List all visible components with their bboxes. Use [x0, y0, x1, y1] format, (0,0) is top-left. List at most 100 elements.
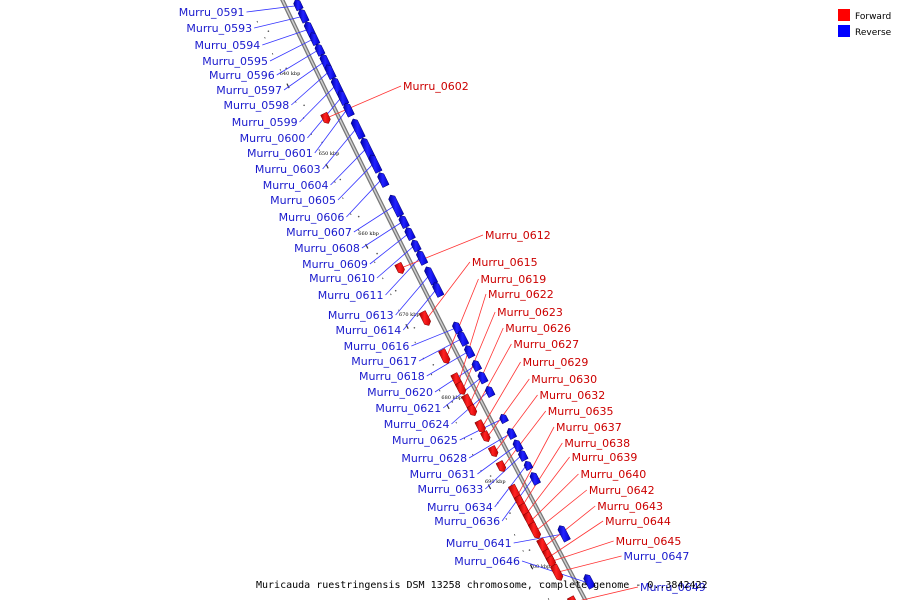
gene-label-murru-0598[interactable]: Murru_0598: [224, 99, 290, 112]
gene-label-murru-0599[interactable]: Murru_0599: [232, 116, 298, 129]
gene-murru-0625[interactable]: [499, 413, 509, 425]
gene-murru-0631[interactable]: [512, 439, 524, 453]
gene-label-murru-0630[interactable]: Murru_0630: [531, 373, 597, 386]
gene-label-murru-0591[interactable]: Murru_0591: [179, 6, 245, 19]
gene-murru-0593[interactable]: [297, 8, 310, 24]
gene-label-murru-0611[interactable]: Murru_0611: [318, 289, 384, 302]
gene-murru-0603[interactable]: [350, 118, 366, 140]
gene-label-murru-0606[interactable]: Murru_0606: [279, 211, 345, 224]
gene-murru-0621[interactable]: [477, 371, 489, 385]
gene-murru-0635[interactable]: [495, 460, 507, 472]
gene-label-murru-0633[interactable]: Murru_0633: [418, 483, 484, 496]
gene-murru-0595[interactable]: [309, 32, 321, 47]
gene-label-murru-0639[interactable]: Murru_0639: [572, 451, 638, 464]
gene-label-murru-0603[interactable]: Murru_0603: [255, 163, 321, 176]
gene-label-murru-0638[interactable]: Murru_0638: [564, 437, 630, 450]
gene-label-murru-0628[interactable]: Murru_0628: [401, 452, 467, 465]
gene-murru-0611[interactable]: [416, 250, 429, 266]
gene-murru-0616[interactable]: [452, 321, 463, 335]
gene-murru-0641[interactable]: [557, 525, 571, 543]
gene-murru-0633[interactable]: [518, 449, 529, 462]
gene-label-murru-0634[interactable]: Murru_0634: [427, 501, 493, 514]
gene-murru-0602[interactable]: [320, 111, 331, 124]
gene-murru-0609[interactable]: [404, 227, 416, 242]
gene-label-murru-0614[interactable]: Murru_0614: [335, 324, 401, 337]
gene-label-murru-0642[interactable]: Murru_0642: [589, 484, 655, 497]
gene-label-murru-0631[interactable]: Murru_0631: [410, 468, 476, 481]
gene-label-murru-0617[interactable]: Murru_0617: [351, 355, 417, 368]
gene-murru-0620[interactable]: [471, 360, 483, 373]
gene-murru-0591[interactable]: [293, 0, 304, 12]
gene-label-murru-0618[interactable]: Murru_0618: [359, 370, 425, 383]
gene-label-murru-0595[interactable]: Murru_0595: [202, 55, 268, 68]
gene-label-murru-0635[interactable]: Murru_0635: [548, 405, 614, 418]
gene-murru-0629[interactable]: [474, 419, 486, 433]
gene-label-murru-0596[interactable]: Murru_0596: [209, 69, 275, 82]
gene-murru-0606[interactable]: [377, 172, 390, 188]
gene-label-murru-0619[interactable]: Murru_0619: [480, 273, 546, 286]
gene-murru-0646[interactable]: [583, 574, 596, 590]
gene-label-murru-0604[interactable]: Murru_0604: [263, 179, 329, 192]
gene-label-murru-0593[interactable]: Murru_0593: [186, 22, 252, 35]
gene-label-murru-0597[interactable]: Murru_0597: [216, 84, 282, 97]
gene-murru-0624[interactable]: [484, 386, 496, 399]
gene-murru-0614[interactable]: [432, 282, 445, 298]
gene-label-murru-0605[interactable]: Murru_0605: [270, 194, 336, 207]
gene-label-murru-0612[interactable]: Murru_0612: [485, 229, 551, 242]
gene-label-murru-0621[interactable]: Murru_0621: [375, 402, 441, 415]
gene-murru-0607[interactable]: [388, 194, 405, 218]
gene-label-murru-0626[interactable]: Murru_0626: [505, 322, 571, 335]
gene-murru-0605[interactable]: [368, 154, 383, 174]
gene-murru-0628[interactable]: [506, 428, 518, 440]
gene-murru-0610[interactable]: [410, 239, 422, 253]
gene-label-murru-0640[interactable]: Murru_0640: [580, 468, 646, 481]
gene-murru-0623[interactable]: [454, 381, 467, 395]
gene-murru-0612[interactable]: [394, 261, 405, 274]
gene-label-murru-0632[interactable]: Murru_0632: [540, 389, 606, 402]
gene-murru-0618[interactable]: [464, 345, 476, 359]
gene-label-murru-0602[interactable]: Murru_0602: [403, 80, 469, 93]
gene-murru-0630[interactable]: [480, 430, 491, 442]
gene-label-murru-0646[interactable]: Murru_0646: [454, 555, 520, 568]
gene-murru-0600[interactable]: [337, 90, 350, 107]
gene-murru-0601[interactable]: [343, 102, 355, 118]
gene-label-murru-0644[interactable]: Murru_0644: [605, 515, 671, 528]
gene-murru-0647[interactable]: [549, 563, 564, 581]
gene-murru-0598[interactable]: [324, 64, 337, 81]
gene-label-murru-0643[interactable]: Murru_0643: [597, 500, 663, 513]
gene-label-murru-0610[interactable]: Murru_0610: [309, 272, 375, 285]
gene-label-murru-0616[interactable]: Murru_0616: [344, 340, 410, 353]
gene-label-murru-0609[interactable]: Murru_0609: [302, 258, 368, 271]
gene-murru-0642[interactable]: [527, 521, 542, 539]
gene-label-murru-0600[interactable]: Murru_0600: [240, 132, 306, 145]
gene-murru-0613[interactable]: [424, 266, 439, 286]
gene-label-murru-0607[interactable]: Murru_0607: [286, 226, 352, 239]
gene-murru-0636[interactable]: [529, 472, 542, 486]
gene-murru-0649[interactable]: [566, 595, 578, 600]
gene-label-murru-0620[interactable]: Murru_0620: [367, 386, 433, 399]
gene-murru-0632[interactable]: [487, 445, 499, 457]
gene-label-murru-0624[interactable]: Murru_0624: [384, 418, 450, 431]
gene-murru-0617[interactable]: [456, 331, 470, 347]
gene-label-murru-0645[interactable]: Murru_0645: [616, 535, 682, 548]
gene-label-murru-0622[interactable]: Murru_0622: [488, 288, 554, 301]
gene-label-murru-0637[interactable]: Murru_0637: [556, 421, 622, 434]
gene-murru-0619[interactable]: [438, 348, 451, 364]
gene-label-murru-0608[interactable]: Murru_0608: [294, 242, 360, 255]
gene-murru-0634[interactable]: [523, 460, 534, 472]
gene-label-murru-0613[interactable]: Murru_0613: [328, 309, 394, 322]
gene-label-murru-0625[interactable]: Murru_0625: [392, 434, 458, 447]
gene-label-murru-0623[interactable]: Murru_0623: [497, 306, 563, 319]
gene-murru-0615[interactable]: [418, 310, 431, 326]
gene-label-murru-0629[interactable]: Murru_0629: [523, 356, 589, 369]
gene-label-murru-0615[interactable]: Murru_0615: [472, 256, 538, 269]
gene-label-murru-0601[interactable]: Murru_0601: [247, 147, 313, 160]
gene-label-murru-0641[interactable]: Murru_0641: [446, 537, 512, 550]
gene-label-murru-0594[interactable]: Murru_0594: [195, 39, 261, 52]
gene-label-murru-0627[interactable]: Murru_0627: [513, 338, 579, 351]
gene-murru-0627[interactable]: [466, 403, 478, 416]
gene-label-murru-0649[interactable]: Murru_0649: [640, 581, 706, 594]
gene-label-murru-0636[interactable]: Murru_0636: [434, 515, 500, 528]
gene-murru-0596[interactable]: [314, 43, 326, 57]
gene-label-murru-0647[interactable]: Murru_0647: [624, 550, 690, 563]
